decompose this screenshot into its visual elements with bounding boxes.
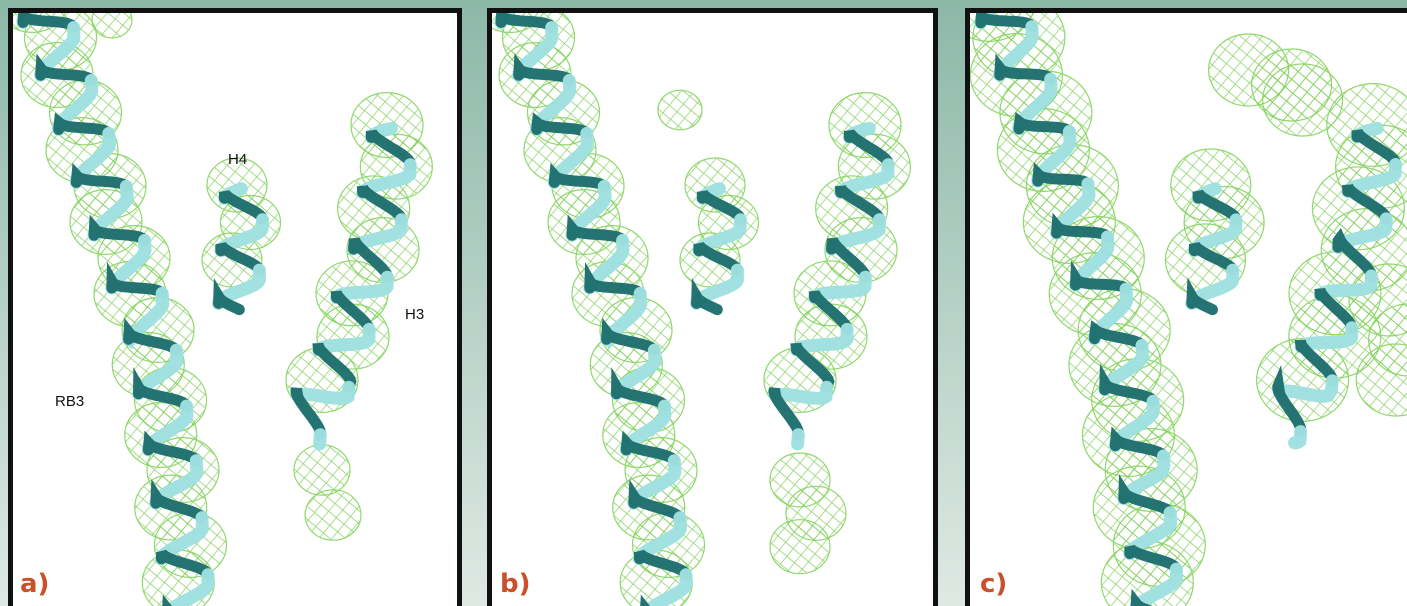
annotation: RB3 [55, 393, 84, 410]
helix-ribbon [1038, 175, 1088, 184]
helix-ribbon [798, 435, 799, 444]
helix-ribbon [1019, 122, 1069, 131]
density-mesh [658, 90, 702, 130]
panel-label: b) [500, 569, 531, 599]
helix-ribbon [1057, 227, 1108, 237]
helix-ribbon [320, 435, 321, 444]
density-mesh [1263, 64, 1343, 136]
density-mesh [770, 520, 830, 574]
helix-ribbon [1295, 432, 1301, 443]
annotation: H3 [405, 306, 424, 323]
panel-label: c) [980, 569, 1007, 599]
figure: H4 H3 RB3 a) b) c) [0, 0, 1407, 606]
annotation: H4 [228, 151, 247, 168]
helix-ribbon [1000, 69, 1051, 80]
density-mesh [305, 490, 361, 540]
helix-ribbon [1076, 279, 1127, 290]
panel-label: a) [20, 569, 49, 599]
density-mesh [294, 445, 350, 495]
